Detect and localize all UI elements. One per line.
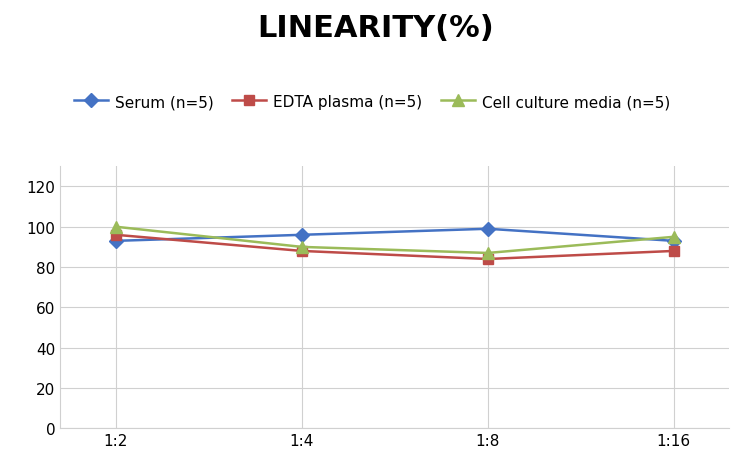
Text: LINEARITY(%): LINEARITY(%) bbox=[258, 14, 494, 42]
Serum (n=5) bbox=[669, 239, 678, 244]
Legend: Serum (n=5), EDTA plasma (n=5), Cell culture media (n=5): Serum (n=5), EDTA plasma (n=5), Cell cul… bbox=[68, 89, 677, 116]
Serum (n=5) bbox=[297, 233, 306, 238]
Line: Serum (n=5): Serum (n=5) bbox=[111, 225, 678, 246]
EDTA plasma (n=5) bbox=[111, 233, 120, 238]
Cell culture media (n=5) bbox=[484, 251, 493, 256]
EDTA plasma (n=5) bbox=[669, 249, 678, 254]
Cell culture media (n=5) bbox=[669, 235, 678, 240]
Line: Cell culture media (n=5): Cell culture media (n=5) bbox=[111, 222, 679, 259]
Cell culture media (n=5) bbox=[111, 225, 120, 230]
Cell culture media (n=5) bbox=[297, 244, 306, 250]
Line: EDTA plasma (n=5): EDTA plasma (n=5) bbox=[111, 230, 678, 264]
EDTA plasma (n=5) bbox=[297, 249, 306, 254]
EDTA plasma (n=5) bbox=[484, 257, 493, 262]
Serum (n=5) bbox=[111, 239, 120, 244]
Serum (n=5) bbox=[484, 226, 493, 232]
